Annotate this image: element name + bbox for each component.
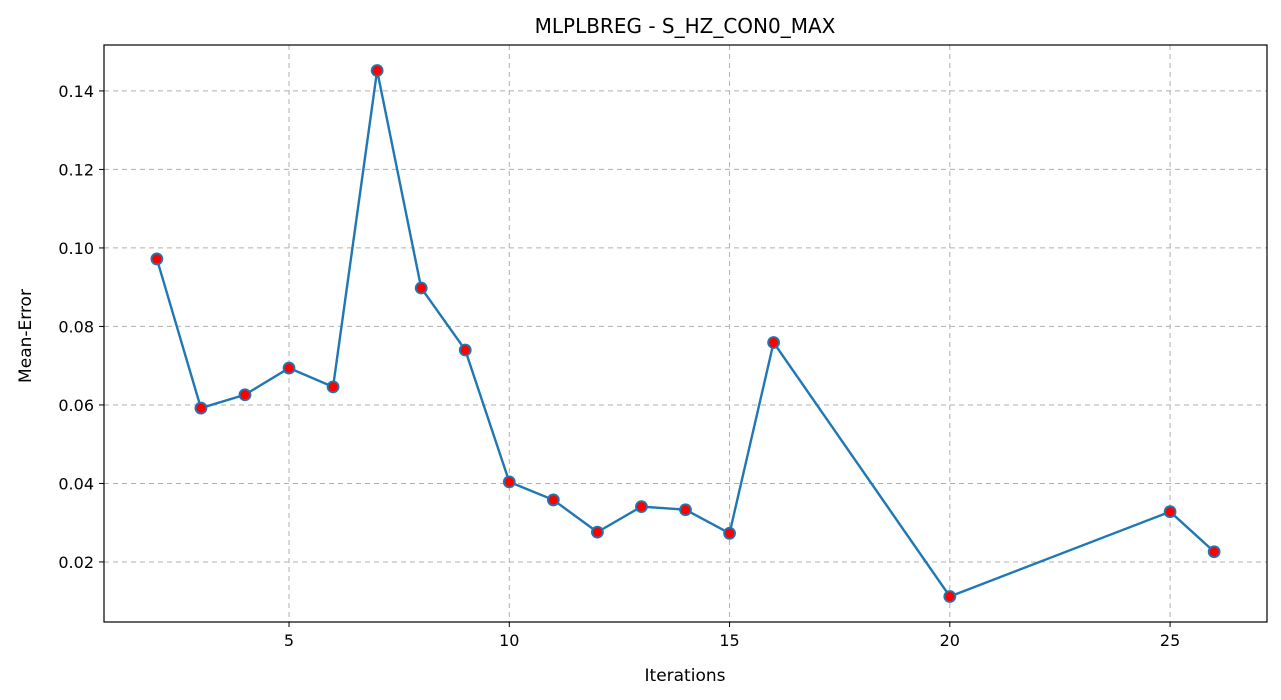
- x-tick-label: 5: [284, 631, 294, 650]
- data-point: [1207, 545, 1221, 559]
- data-point: [767, 336, 781, 349]
- x-axis-label: Iterations: [645, 666, 726, 686]
- y-tick-label: 0.14: [58, 82, 94, 101]
- data-point: [943, 590, 957, 603]
- y-tick-label: 0.10: [58, 239, 94, 258]
- data-point: [326, 380, 340, 394]
- data-point: [502, 475, 516, 489]
- data-point: [679, 503, 692, 517]
- grid-lines: [104, 45, 1267, 622]
- data-point: [723, 526, 736, 540]
- y-tick-label: 0.06: [58, 396, 94, 415]
- axis-ticks: 5 10 15 20 25 0.02 0.04 0.06 0.08 0.10 0.12 0.14: [58, 82, 1180, 650]
- data-point: [370, 64, 384, 77]
- y-axis-label: Mean-Error: [16, 289, 36, 383]
- series-line: [155, 69, 1215, 598]
- x-tick-label: 25: [1160, 631, 1180, 650]
- x-tick-label: 20: [940, 631, 960, 650]
- data-point: [458, 343, 472, 357]
- chart-title: MLPLBREG - S_HZ_CON0_MAX: [535, 14, 836, 38]
- data-point: [546, 493, 560, 507]
- data-point: [1163, 505, 1177, 519]
- series-layer: [150, 64, 1221, 603]
- data-point: [238, 388, 252, 402]
- y-tick-label: 0.12: [58, 160, 94, 179]
- data-point: [590, 525, 604, 539]
- data-point: [414, 281, 428, 295]
- y-tick-label: 0.08: [58, 317, 94, 336]
- y-tick-label: 0.04: [58, 474, 94, 493]
- y-tick-label: 0.02: [58, 553, 94, 572]
- plot-frame: [103, 44, 1268, 623]
- data-point: [282, 361, 296, 375]
- x-tick-label: 10: [499, 631, 519, 650]
- data-point: [194, 401, 208, 415]
- data-point: [150, 252, 164, 266]
- x-tick-label: 15: [719, 631, 739, 650]
- data-point: [635, 500, 648, 514]
